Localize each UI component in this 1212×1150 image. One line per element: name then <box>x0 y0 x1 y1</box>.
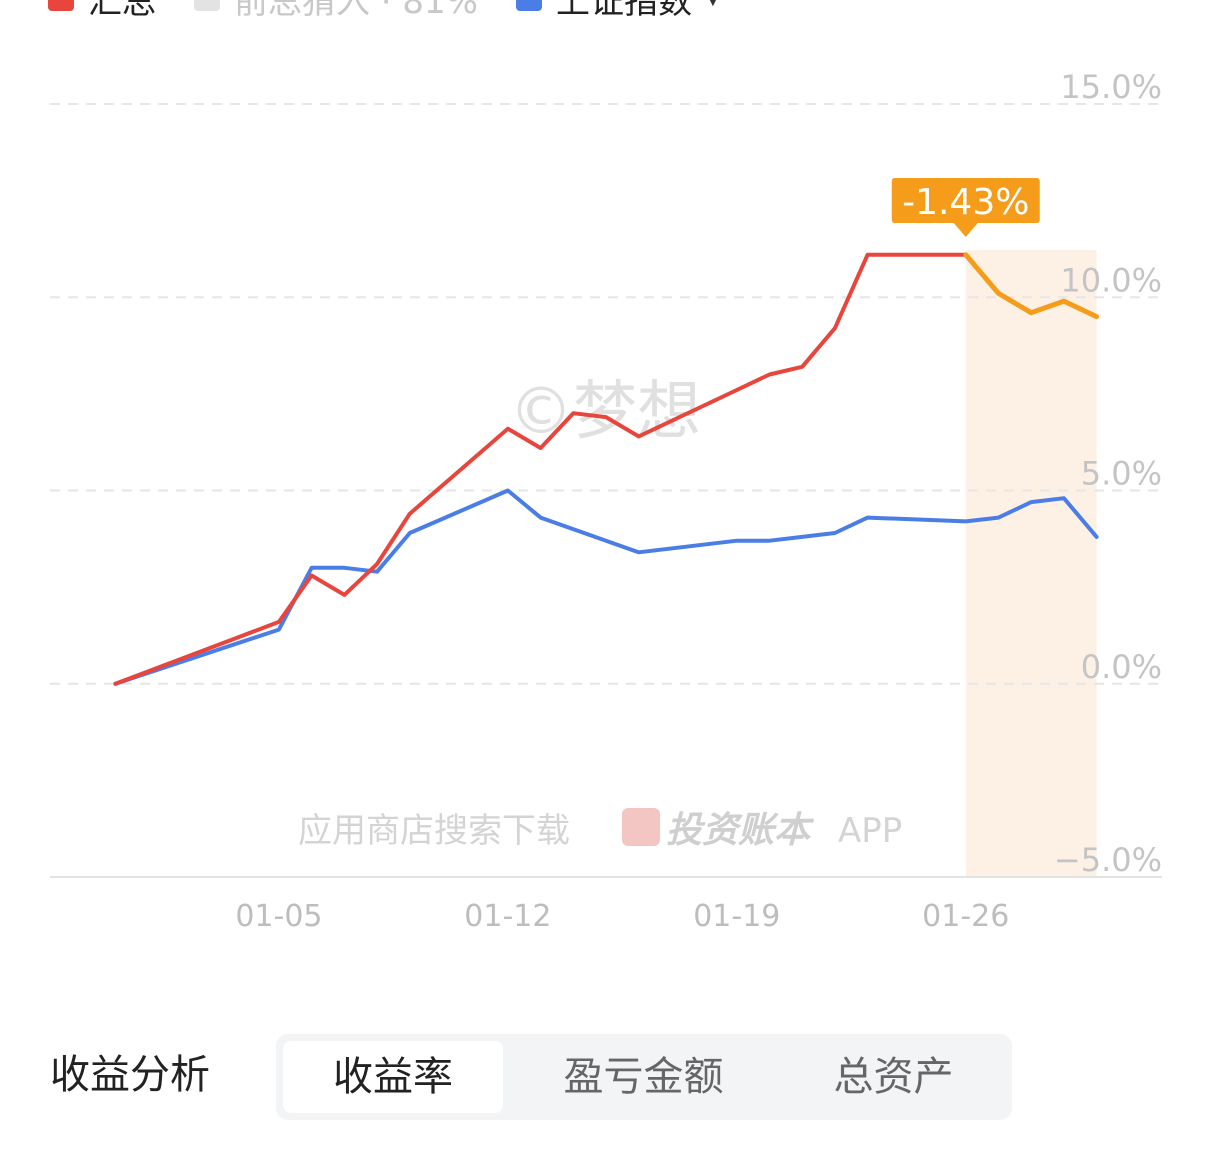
dropdown-caret-icon[interactable]: ▼ <box>706 0 720 9</box>
legend-swatch-portfolio <box>48 0 74 11</box>
watermark-top: ©梦想 <box>509 375 701 449</box>
legend-item-portfolio[interactable]: 汇总 <box>48 0 156 23</box>
watermark-store: 应用商店搜索下载 投资账本 APP <box>298 808 902 851</box>
x-tick-label: 01-19 <box>693 899 780 934</box>
grid-lines <box>50 103 1162 685</box>
series-line-portfolio-highlight <box>963 252 1100 320</box>
legend-item-secondary[interactable]: 前总猜入 · 81% <box>194 0 478 23</box>
y-tick-label: 5.0% <box>1081 455 1162 493</box>
x-tick-label: 01-05 <box>235 899 322 934</box>
analysis-tab-group: 收益率 盈亏金额 总资产 <box>276 1034 1012 1120</box>
tooltip-value: -1.43% <box>902 182 1029 223</box>
watermark-brand-text: 投资账本 <box>666 810 815 851</box>
value-tooltip: -1.43% <box>891 178 1040 237</box>
legend-swatch-index <box>516 0 542 11</box>
y-tick-label: −5.0% <box>1054 841 1162 879</box>
series-line-portfolio <box>113 252 968 686</box>
y-axis-ticks: 15.0% 10.0% 5.0% 0.0% −5.0% <box>1054 68 1162 879</box>
tab-return-rate[interactable]: 收益率 <box>283 1041 503 1113</box>
watermark-store-text: 应用商店搜索下载 <box>298 811 570 851</box>
legend-item-index[interactable]: 上证指数 ▼ <box>516 0 720 23</box>
legend-swatch-secondary <box>194 0 220 11</box>
watermark-app-text: APP <box>838 811 902 851</box>
tab-total-assets[interactable]: 总资产 <box>833 1054 954 1100</box>
x-axis-ticks: 01-05 01-12 01-19 01-26 <box>235 899 1009 934</box>
y-tick-label: 10.0% <box>1060 261 1162 299</box>
legend-label-secondary: 前总猜入 · 81% <box>234 0 478 22</box>
tab-profit-amount[interactable]: 盈亏金额 <box>563 1054 724 1100</box>
y-tick-label: 15.0% <box>1060 68 1162 106</box>
analysis-title: 收益分析 <box>50 1052 210 1098</box>
chart-legend: 汇总 前总猜入 · 81% 上证指数 ▼ <box>48 0 758 22</box>
series-lines <box>113 252 1100 686</box>
x-tick-label: 01-26 <box>922 899 1009 934</box>
x-tick-label: 01-12 <box>464 899 551 934</box>
series-line-index <box>113 488 1099 686</box>
tooltip-pointer <box>953 223 978 237</box>
legend-label-index: 上证指数 <box>556 0 692 22</box>
return-line-chart[interactable]: 15.0%10.0%5.0%0.0%−5.0% 01-05 01-12 01-19 0… <box>0 0 1212 1000</box>
tooltip-box <box>891 178 1040 223</box>
y-tick-label: 0.0% <box>1081 648 1162 686</box>
brand-logo-icon <box>622 808 660 846</box>
highlight-band <box>965 250 1097 877</box>
legend-label-portfolio: 汇总 <box>88 0 156 22</box>
